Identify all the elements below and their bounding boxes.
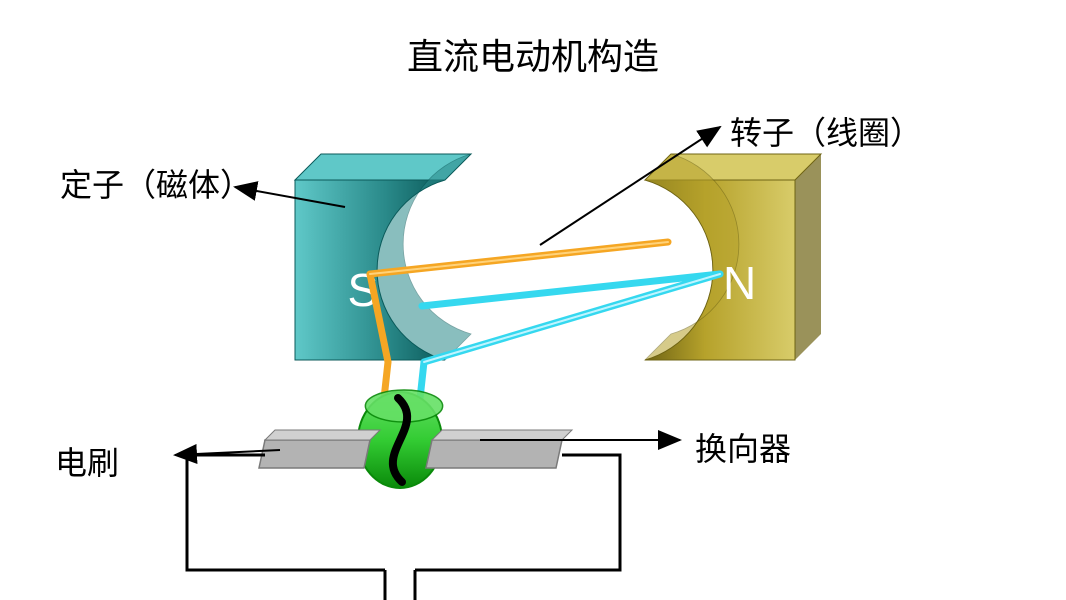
motor-diagram: SN [0, 0, 1066, 600]
magnet-north-letter: N [723, 257, 756, 309]
